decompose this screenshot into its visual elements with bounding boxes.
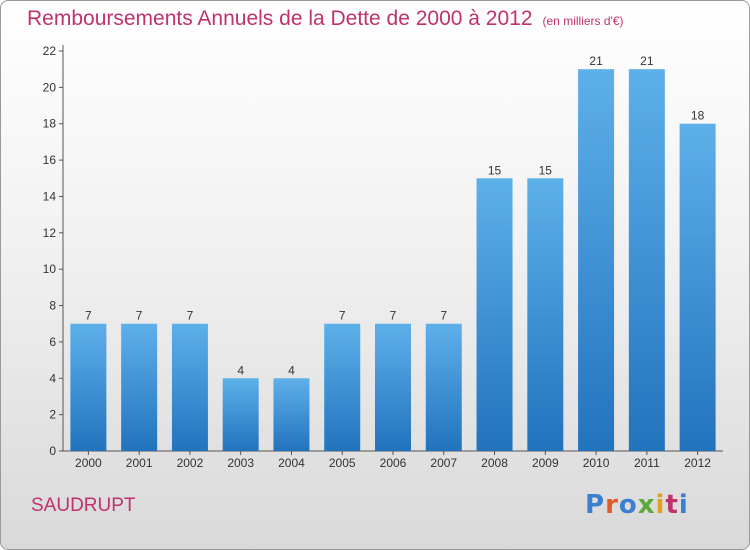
chart-title-text: Remboursements Annuels de la Dette de 20…	[27, 7, 533, 30]
logo-letter: i	[655, 490, 666, 520]
x-tick-label: 2001	[126, 456, 153, 470]
chart-unit-note: (en milliers d'€)	[542, 14, 624, 28]
x-tick-label: 2008	[481, 456, 508, 470]
x-tick-label: 2006	[380, 456, 407, 470]
y-tick-label: 18	[43, 117, 57, 131]
bar	[324, 323, 361, 451]
data-label: 4	[237, 363, 244, 377]
y-tick-label: 4	[49, 371, 56, 385]
y-tick-label: 10	[43, 262, 57, 276]
y-tick-label: 22	[43, 44, 57, 58]
y-tick-label: 0	[49, 444, 56, 458]
bar	[70, 323, 107, 451]
bar	[527, 178, 564, 452]
data-label: 7	[85, 309, 92, 323]
x-tick-label: 2003	[227, 456, 254, 470]
data-label: 7	[440, 309, 447, 323]
chart-title: Remboursements Annuels de la Dette de 20…	[27, 7, 624, 31]
y-tick-label: 8	[49, 299, 56, 313]
bar	[273, 378, 310, 451]
bar	[628, 69, 665, 451]
data-label: 4	[288, 363, 295, 377]
logo-letter: o	[618, 490, 638, 520]
bar	[222, 378, 259, 451]
x-tick-label: 2002	[177, 456, 204, 470]
data-label: 18	[691, 109, 705, 123]
data-label: 15	[539, 163, 553, 177]
data-label: 21	[640, 54, 654, 68]
data-label: 7	[339, 309, 346, 323]
x-tick-label: 2009	[532, 456, 559, 470]
commune-name: SAUDRUPT	[31, 495, 136, 516]
x-tick-label: 2005	[329, 456, 356, 470]
bar	[425, 323, 462, 451]
y-tick-label: 12	[43, 226, 57, 240]
bar	[679, 123, 716, 452]
x-tick-label: 2011	[634, 456, 660, 470]
x-tick-label: 2004	[278, 456, 305, 470]
data-label: 7	[390, 309, 397, 323]
x-tick-label: 2012	[684, 456, 711, 470]
y-tick-label: 2	[49, 408, 56, 422]
data-label: 21	[589, 54, 603, 68]
data-label: 7	[187, 309, 194, 323]
logo-letter: P	[585, 490, 606, 520]
bar	[578, 69, 615, 451]
y-tick-label: 20	[43, 80, 57, 94]
data-label: 7	[136, 309, 143, 323]
bar	[476, 178, 513, 452]
data-label: 15	[488, 163, 502, 177]
y-tick-label: 14	[43, 189, 57, 203]
x-tick-label: 2010	[583, 456, 610, 470]
logo-letter: i	[678, 490, 689, 520]
logo-letter: r	[605, 490, 619, 520]
y-tick-label: 16	[43, 153, 57, 167]
logo-letter: x	[637, 490, 656, 520]
x-tick-label: 2000	[75, 456, 102, 470]
bar	[375, 323, 411, 451]
y-tick-label: 6	[49, 335, 56, 349]
bar	[121, 323, 158, 451]
proxiti-logo: Proxiti	[585, 490, 689, 520]
bar	[171, 323, 208, 451]
logo-letter: t	[665, 490, 679, 520]
x-tick-label: 2007	[430, 456, 457, 470]
